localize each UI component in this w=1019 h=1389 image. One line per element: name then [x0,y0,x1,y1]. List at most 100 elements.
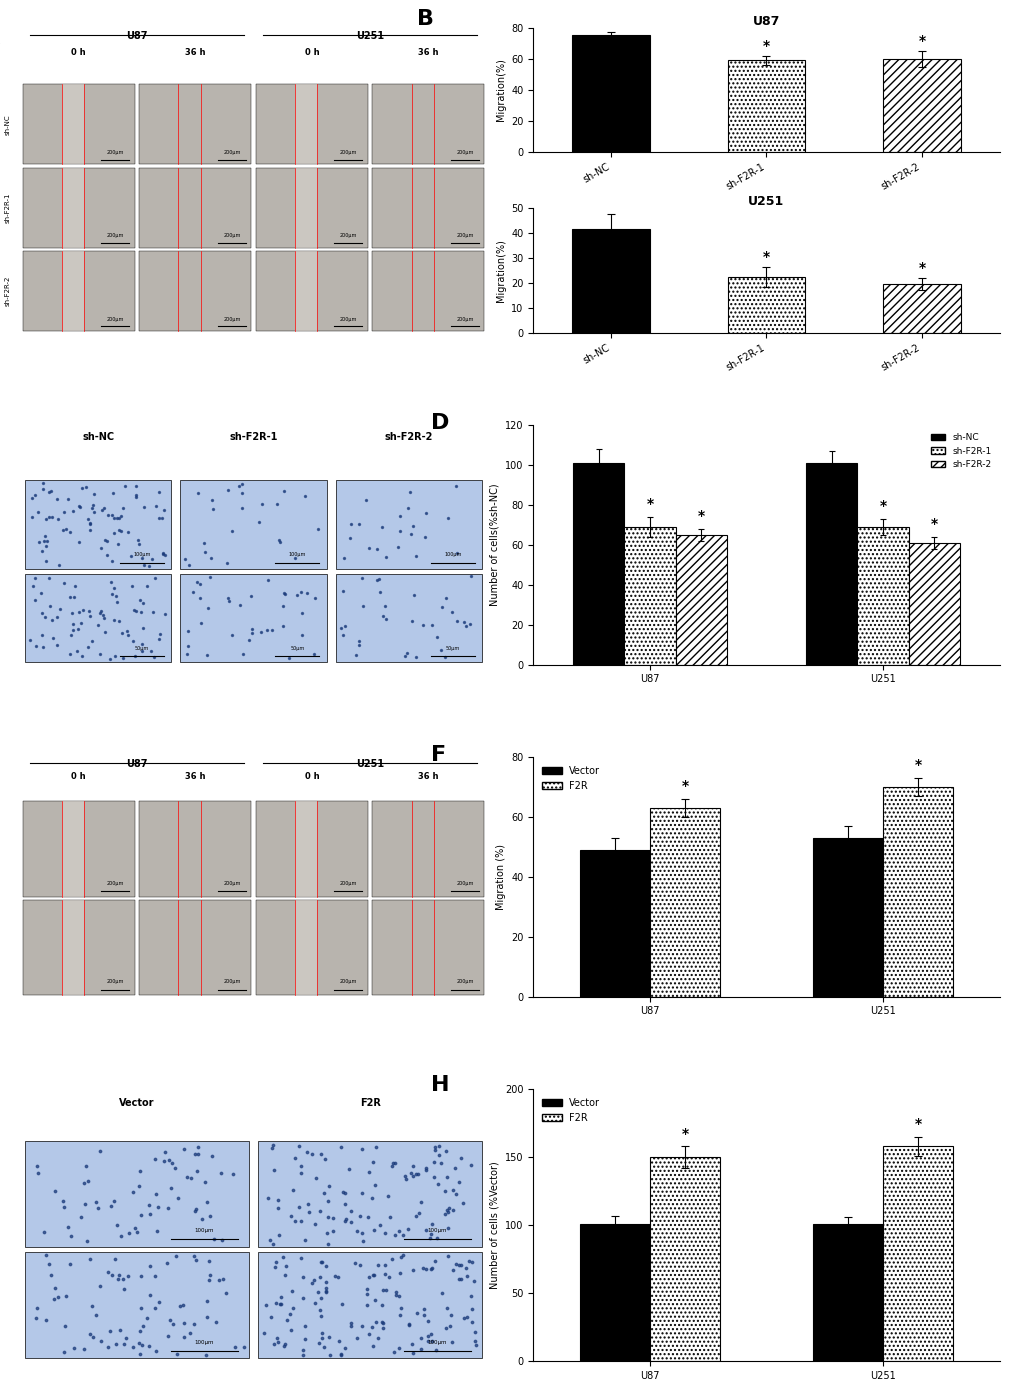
Point [468,1333,484,1356]
Point [276,582,292,604]
Text: 0 h: 0 h [71,47,86,57]
Point [146,646,162,668]
Text: 100μm: 100μm [288,553,306,557]
Point [467,1329,483,1351]
Point [385,1340,401,1363]
Point [88,1303,104,1325]
Point [437,1140,453,1163]
Point [49,488,65,510]
Bar [140,168,251,247]
Point [375,1317,391,1339]
Point [292,1156,309,1178]
Point [332,617,348,639]
Point [294,1267,311,1289]
Point [110,1264,126,1286]
Point [375,1279,391,1301]
Point [142,1254,158,1276]
Point [450,1254,467,1276]
Point [208,1311,224,1333]
Point [151,1292,167,1314]
Point [105,482,121,504]
Bar [25,574,171,663]
Point [268,1292,284,1314]
Point [405,1154,421,1176]
Point [190,1143,206,1165]
Point [424,614,440,636]
Bar [25,1253,249,1358]
Text: 36 h: 36 h [418,47,438,57]
Point [132,1204,149,1226]
Point [351,631,367,653]
Point [165,1313,181,1335]
Point [360,1265,376,1288]
Point [224,519,240,542]
Point [62,521,78,543]
Point [426,1165,442,1188]
Point [359,1283,375,1306]
Point [107,1247,123,1270]
Text: 200μm: 200μm [223,881,240,886]
Text: 36 h: 36 h [184,47,205,57]
Point [267,1256,283,1278]
Point [315,1336,331,1358]
Point [343,514,360,536]
Point [377,1253,393,1275]
Point [124,575,141,597]
Point [437,588,453,610]
Title: U251: U251 [748,196,784,208]
Point [463,1299,479,1321]
Point [263,618,279,640]
Point [202,1204,218,1226]
Point [334,1181,351,1203]
Point [392,1297,409,1320]
Point [293,625,310,647]
Point [150,1196,166,1218]
Point [408,544,424,567]
Point [466,1321,482,1343]
Point [24,488,41,510]
Point [176,1325,193,1347]
Point [320,1206,336,1228]
Point [60,1217,76,1239]
Point [113,504,129,526]
Bar [294,168,317,247]
Point [119,1265,136,1288]
Point [128,475,145,497]
Point [110,1268,126,1290]
Y-axis label: Migration(%): Migration(%) [495,58,505,121]
Point [405,1258,421,1281]
Point [438,1297,454,1320]
Point [233,472,250,494]
Point [318,1271,334,1293]
Point [336,615,353,638]
Point [84,1296,100,1318]
Text: 200μm: 200μm [223,233,240,238]
Point [100,1261,116,1283]
Point [130,1332,147,1354]
Point [371,568,387,590]
Point [269,1326,285,1349]
Point [413,1338,429,1360]
Point [128,1221,145,1243]
Point [82,1322,98,1345]
Point [378,607,394,629]
Point [263,1138,279,1160]
Point [409,1164,425,1186]
Point [397,1167,414,1189]
Point [390,1285,407,1307]
Point [102,647,118,669]
Point [299,582,315,604]
Point [139,1307,155,1329]
Point [29,1296,45,1318]
Point [136,554,152,576]
Point [313,1306,329,1328]
Point [141,554,157,576]
Point [137,496,153,518]
Point [259,1186,275,1208]
Point [458,614,474,636]
Point [368,1136,384,1158]
Text: 100μm: 100μm [195,1340,214,1345]
Point [131,589,148,611]
Point [443,600,460,622]
Point [199,1306,215,1328]
